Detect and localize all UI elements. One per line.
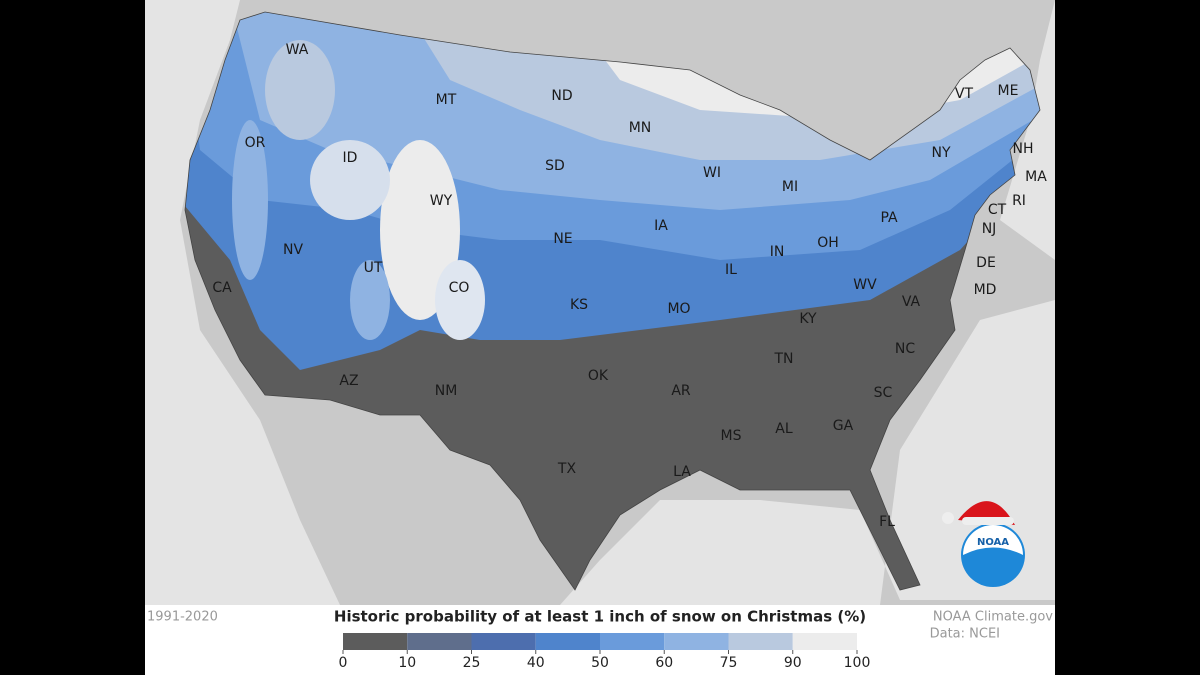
state-label: MD — [974, 282, 997, 298]
legend-tick-label: 100 — [844, 655, 871, 671]
state-label: TN — [773, 351, 793, 367]
state-label: NM — [435, 383, 458, 399]
state-label: AL — [775, 421, 793, 437]
period: 1991-2020 — [147, 610, 218, 625]
legend-tick-label: 60 — [655, 655, 673, 671]
state-label: OH — [817, 235, 839, 251]
state-label: NH — [1013, 141, 1034, 157]
legend-bin — [600, 633, 665, 650]
state-label: PA — [880, 210, 898, 226]
state-label: MI — [782, 179, 798, 195]
legend-tick-label: 50 — [591, 655, 609, 671]
state-label: MA — [1025, 169, 1047, 185]
state-label: WV — [853, 277, 877, 293]
state-label: AZ — [339, 373, 358, 389]
state-label: UT — [364, 260, 383, 276]
state-label: TX — [557, 461, 577, 477]
state-label: NE — [553, 231, 572, 247]
state-label: VA — [902, 294, 921, 310]
state-label: SD — [545, 158, 565, 174]
state-label: KY — [799, 311, 817, 327]
logo-swoosh — [963, 525, 1023, 555]
state-label: FL — [879, 514, 895, 530]
state-label: VT — [955, 86, 974, 102]
state-label: NY — [931, 145, 950, 161]
state-label: GA — [833, 418, 854, 434]
state-label: DE — [976, 255, 996, 271]
state-label: KS — [570, 297, 588, 313]
legend-bin — [343, 633, 408, 650]
state-label: SC — [874, 385, 893, 401]
hat-brim — [962, 517, 1014, 525]
legend-bin — [407, 633, 472, 650]
legend: 0 10 25 40 50 60 75 90 100 — [339, 633, 871, 671]
state-label: ID — [343, 150, 358, 166]
legend-bin — [535, 633, 600, 650]
legend-bin — [664, 633, 729, 650]
mountains — [380, 140, 460, 320]
mountains — [232, 120, 268, 280]
legend-tick-label: 40 — [527, 655, 545, 671]
logo-text: NOAA — [977, 537, 1009, 548]
mountains — [350, 260, 390, 340]
state-label: MT — [436, 92, 457, 108]
legend-tick-label: 75 — [720, 655, 738, 671]
mountains — [435, 260, 485, 340]
state-label: WY — [430, 193, 453, 209]
state-label: IL — [725, 262, 737, 278]
state-label: CA — [212, 280, 232, 296]
state-label: MN — [629, 120, 652, 136]
state-label: WI — [703, 165, 721, 181]
state-label: OR — [245, 135, 266, 151]
mountains — [265, 40, 335, 140]
state-label: NV — [283, 242, 303, 258]
credit: NOAA Climate.gov — [933, 610, 1053, 625]
state-label: LA — [673, 464, 691, 480]
legend-bin — [471, 633, 536, 650]
noaa-logo: NOAA — [942, 501, 1025, 587]
state-label: ME — [998, 83, 1019, 99]
mountains — [310, 140, 390, 220]
gulf-atlantic — [560, 300, 1055, 605]
legend-bin — [728, 633, 793, 650]
legend-tick-label: 90 — [784, 655, 802, 671]
state-label: CT — [988, 202, 1007, 218]
us-outline — [184, 11, 1041, 591]
state-label: NC — [895, 341, 915, 357]
state-label: CO — [449, 280, 470, 296]
state-label: MO — [667, 301, 690, 317]
state-label: IA — [654, 218, 668, 234]
legend-title: Historic probability of at least 1 inch … — [334, 608, 866, 626]
legend-tick-label: 10 — [398, 655, 416, 671]
state-labels: WA OR CA ID NV MT WY UT CO AZ NM ND SD NE KS OK TX MN IA MO… — [212, 42, 1047, 530]
state-label: ND — [551, 88, 572, 104]
state-label: WA — [286, 42, 309, 58]
state-label: IN — [770, 244, 785, 260]
state-label: RI — [1012, 193, 1026, 209]
legend-bin — [792, 633, 857, 650]
atlantic-north — [1000, 0, 1055, 260]
legend-tick-label: 0 — [339, 655, 348, 671]
state-label: MS — [721, 428, 742, 444]
state-label: OK — [588, 368, 609, 384]
state-label: NJ — [982, 221, 997, 237]
state-label: AR — [671, 383, 691, 399]
legend-tick-label: 25 — [463, 655, 481, 671]
hat-pom — [942, 512, 954, 524]
source: Data: NCEI — [930, 627, 1000, 642]
